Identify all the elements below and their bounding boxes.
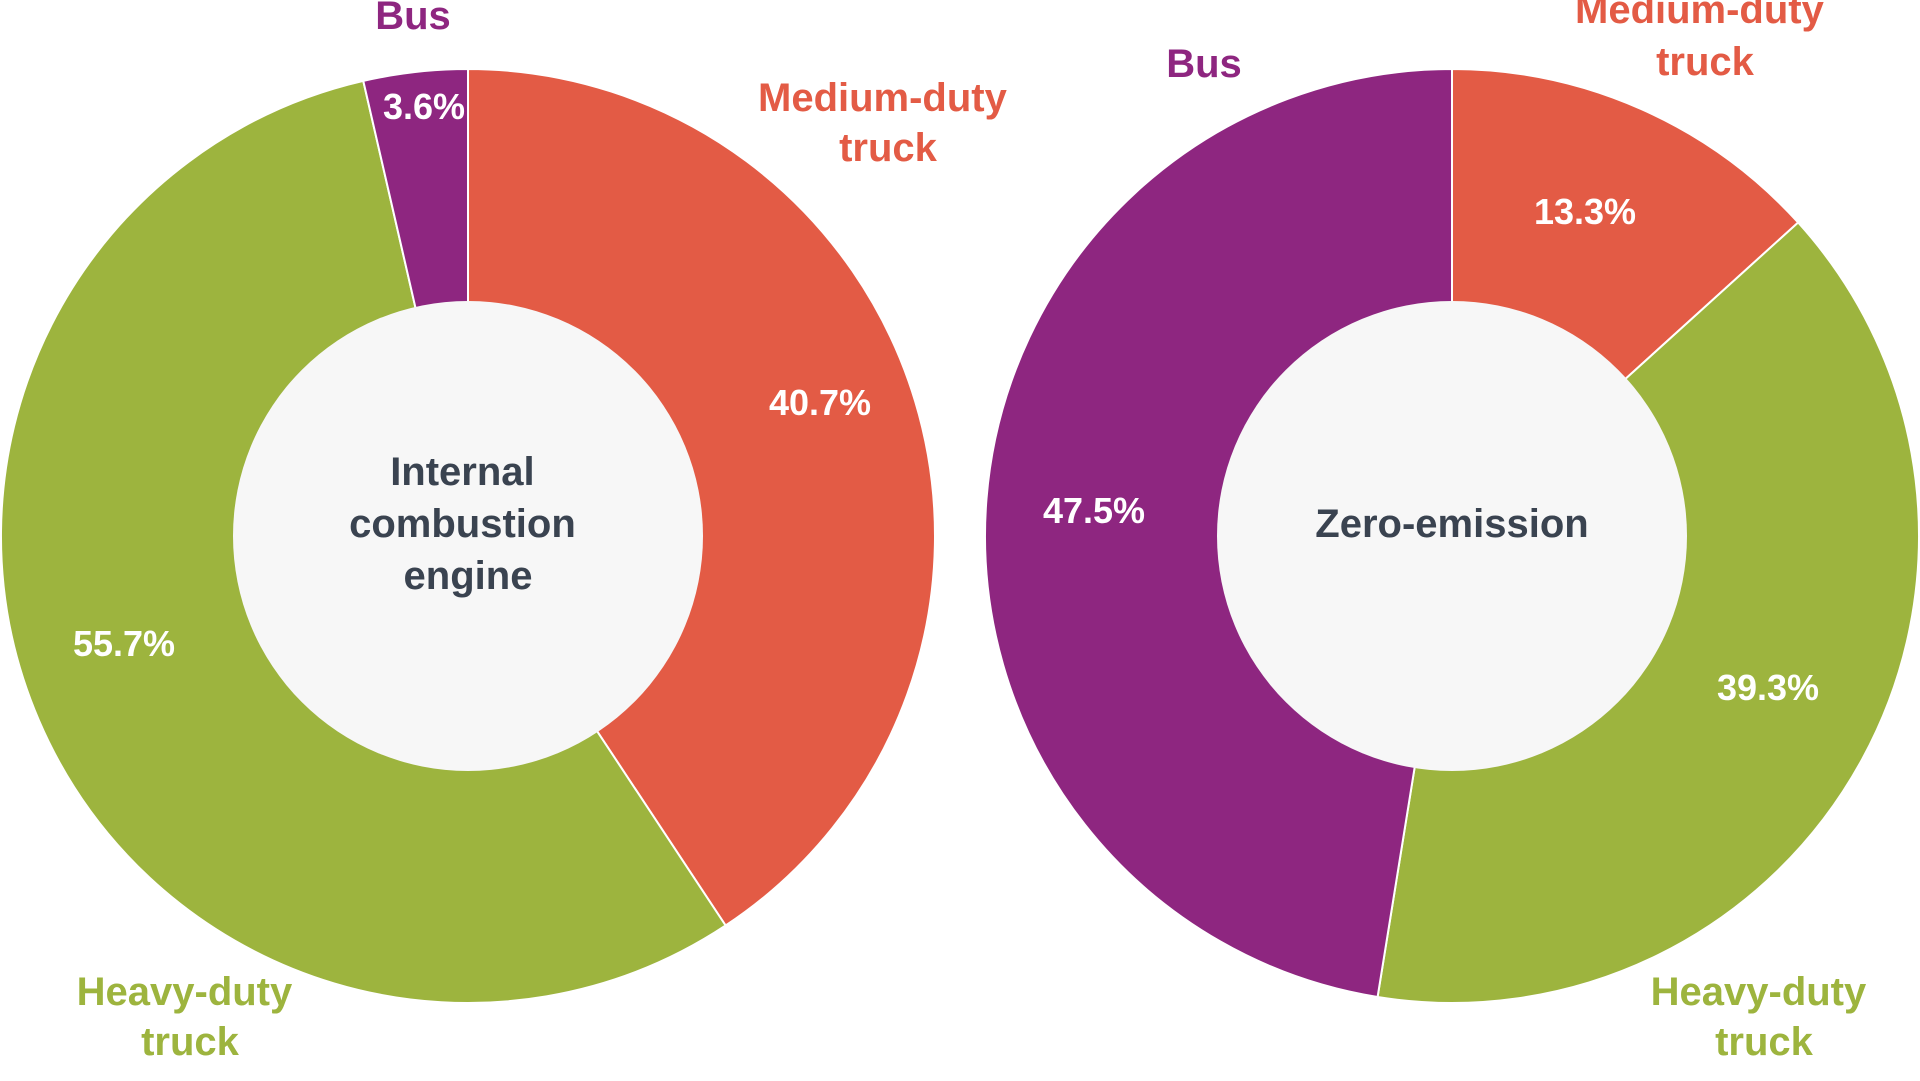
ice-center-label-line-3: engine: [404, 554, 533, 598]
zev-center-label-line-1: Zero-emission: [1315, 502, 1588, 546]
zev-medium-duty-label-line-2: truck: [1656, 40, 1755, 84]
ice-medium-duty-label-line-1: Medium-duty: [758, 76, 1008, 120]
ice-donut-center: [233, 301, 703, 771]
ice-medium-duty-label-line-2: truck: [839, 126, 938, 170]
zev-center-label: Zero-emission: [1315, 502, 1588, 546]
ice-medium-duty-label: Medium-duty truck: [758, 76, 1018, 170]
ice-heavy-duty-label-line-2: truck: [141, 1020, 240, 1064]
zev-heavy-duty-label-line-1: Heavy-duty: [1651, 970, 1867, 1014]
zev-bus-label-line-1: Bus: [1166, 42, 1242, 86]
ice-donut-chart: Internal combustion engine 40.7% 55.7% 3…: [0, 0, 1018, 1064]
zev-heavy-duty-label-line-2: truck: [1715, 1020, 1814, 1064]
ice-center-label: Internal combustion engine: [349, 450, 587, 598]
zev-medium-duty-label-line-1: Medium-duty: [1575, 0, 1825, 32]
ice-bus-label-line-1: Bus: [375, 0, 451, 38]
zev-medium-duty-percent: 13.3%: [1534, 191, 1636, 232]
ice-heavy-duty-percent: 55.7%: [73, 623, 175, 664]
zev-bus-percent: 47.5%: [1043, 490, 1145, 531]
zev-bus-label: Bus: [1166, 42, 1242, 86]
ice-heavy-duty-label-line-1: Heavy-duty: [77, 970, 293, 1014]
ice-center-label-line-1: Internal: [390, 450, 534, 494]
ice-heavy-duty-label: Heavy-duty truck: [77, 970, 304, 1064]
zev-donut-chart: Zero-emission 13.3% 39.3% 47.5% Medium-d…: [984, 0, 1920, 1064]
zev-heavy-duty-label: Heavy-duty truck: [1651, 970, 1878, 1064]
zev-donut-center: [1217, 301, 1687, 771]
ice-bus-percent: 3.6%: [383, 86, 465, 127]
ice-medium-duty-percent: 40.7%: [769, 382, 871, 423]
ice-center-label-line-2: combustion: [349, 502, 576, 546]
zev-medium-duty-label: Medium-duty truck: [1575, 0, 1835, 84]
zev-heavy-duty-percent: 39.3%: [1717, 667, 1819, 708]
ice-bus-label: Bus: [375, 0, 451, 38]
